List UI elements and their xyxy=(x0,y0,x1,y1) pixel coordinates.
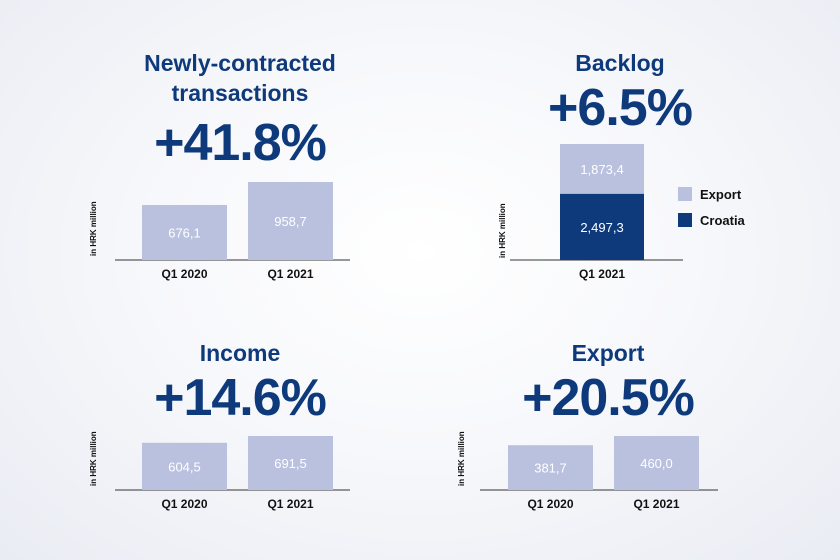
bar-value-label: 691,5 xyxy=(274,456,307,471)
x-tick-label: Q1 2020 xyxy=(161,267,207,281)
backlog-panel: Backlog +6.5% in HRK million 2,497,3 1,873… xyxy=(440,0,800,290)
export-chart: in HRK million 381,7 Q1 2020 460,0 Q1 2021 xyxy=(457,431,718,511)
bar xyxy=(614,436,699,490)
bar xyxy=(142,442,227,490)
contracted-title-line2: transactions xyxy=(171,80,309,106)
export-change: +20.5% xyxy=(522,369,695,427)
bar-segment-croatia xyxy=(560,193,644,260)
backlog-legend: Export Croatia xyxy=(678,181,745,233)
x-tick-label: Q1 2020 xyxy=(161,497,207,511)
contracted-change: +41.8% xyxy=(154,114,327,172)
bar-value-label: 676,1 xyxy=(168,225,201,240)
contracted-panel: Newly-contracted transactions +41.8% in … xyxy=(60,0,420,290)
backlog-title: Backlog xyxy=(575,50,665,76)
legend-label-export: Export xyxy=(700,186,742,202)
bar xyxy=(248,436,333,490)
legend-swatch-croatia xyxy=(678,213,692,227)
export-title: Export xyxy=(571,340,645,366)
x-tick-label: Q1 2021 xyxy=(633,497,679,511)
bar-segment-export xyxy=(560,144,644,194)
bar xyxy=(248,182,333,260)
y-axis-label: in HRK million xyxy=(498,203,507,258)
x-tick-label: Q1 2021 xyxy=(579,267,625,281)
y-axis-label: in HRK million xyxy=(89,431,98,486)
bar-value-label: 604,5 xyxy=(168,459,201,474)
bar xyxy=(508,445,593,490)
backlog-change: +6.5% xyxy=(548,79,693,137)
bar-value-label: 958,7 xyxy=(274,214,307,229)
x-tick-label: Q1 2021 xyxy=(267,267,313,281)
bar-value-label: 460,0 xyxy=(640,456,673,471)
bar xyxy=(142,204,227,260)
legend-item-croatia: Croatia xyxy=(678,207,745,233)
bar-value-label: 381,7 xyxy=(534,461,567,476)
y-axis-label: in HRK million xyxy=(89,201,98,256)
legend-item-export: Export xyxy=(678,181,745,207)
legend-swatch-export xyxy=(678,187,692,201)
bar-value-label: 1,873,4 xyxy=(580,162,623,177)
contracted-chart: in HRK million 676,1 Q1 2020 958,7 Q1 2021 xyxy=(89,182,350,281)
bar-value-label: 2,497,3 xyxy=(580,220,623,235)
income-change: +14.6% xyxy=(154,369,327,427)
backlog-chart: in HRK million 2,497,3 1,873,4 Q1 2021 xyxy=(498,144,683,281)
income-title: Income xyxy=(199,340,281,366)
y-axis-label: in HRK million xyxy=(457,431,466,486)
income-panel: Income +14.6% in HRK million 604,5 Q1 2020… xyxy=(60,290,420,560)
income-chart: in HRK million 604,5 Q1 2020 691,5 Q1 2021 xyxy=(89,431,350,511)
export-panel: Export +20.5% in HRK million 381,7 Q1 2020… xyxy=(428,290,788,560)
x-tick-label: Q1 2020 xyxy=(527,497,573,511)
legend-label-croatia: Croatia xyxy=(700,212,745,228)
contracted-title-line1: Newly-contracted xyxy=(144,50,336,76)
x-tick-label: Q1 2021 xyxy=(267,497,313,511)
